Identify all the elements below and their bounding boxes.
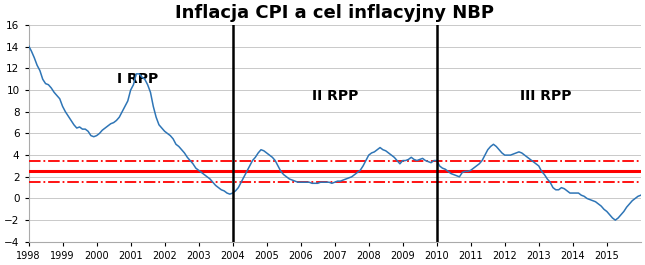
Text: I RPP: I RPP	[117, 72, 158, 86]
Text: II RPP: II RPP	[312, 89, 358, 103]
Text: III RPP: III RPP	[520, 89, 571, 103]
Title: Inflacja CPI a cel inflacyjny NBP: Inflacja CPI a cel inflacyjny NBP	[175, 4, 494, 22]
